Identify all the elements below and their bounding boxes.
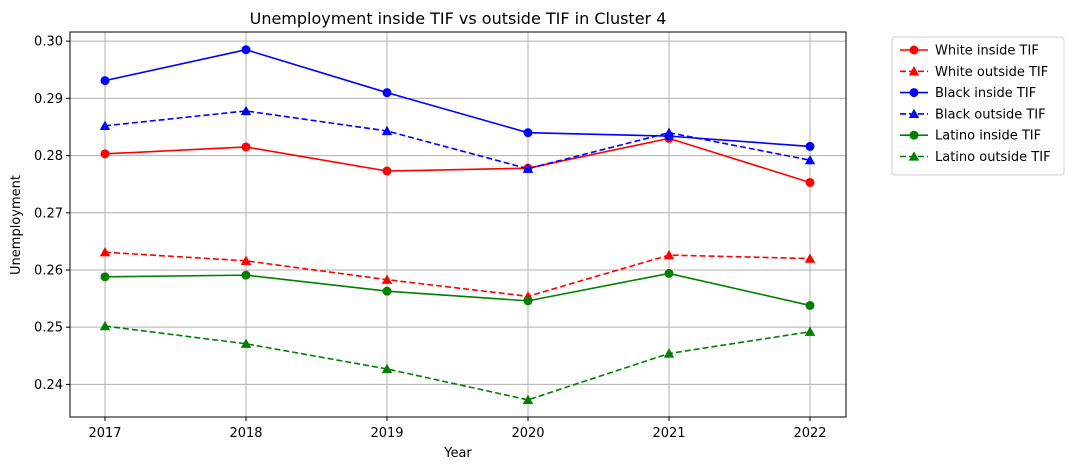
y-tick-label: 0.24 — [34, 378, 63, 393]
legend-label: Black inside TIF — [935, 86, 1036, 101]
y-tick-label: 0.26 — [34, 263, 63, 278]
x-axis-label: Year — [443, 446, 472, 461]
legend-item: Black inside TIF — [900, 86, 1036, 101]
data-point — [240, 255, 252, 265]
data-point — [804, 253, 816, 263]
data-point — [522, 163, 534, 173]
series-line — [104, 251, 811, 298]
y-tick-label: 0.29 — [34, 92, 63, 107]
y-tick-label: 0.30 — [34, 35, 63, 50]
legend-item: White outside TIF — [900, 65, 1048, 80]
legend-label: White outside TIF — [935, 65, 1048, 80]
data-point — [522, 394, 534, 404]
x-tick-label: 2018 — [229, 426, 262, 441]
legend-box — [891, 36, 1065, 176]
data-point — [381, 363, 393, 374]
data-point — [523, 128, 533, 138]
data-point — [100, 272, 110, 282]
series-5 — [99, 320, 816, 404]
data-point — [663, 127, 675, 137]
data-point — [382, 88, 392, 98]
data-point — [663, 249, 675, 260]
legend-marker — [909, 88, 919, 98]
legend-marker — [908, 108, 920, 119]
legend-label: Latino inside TIF — [935, 129, 1041, 144]
data-point — [804, 154, 816, 165]
data-point — [240, 105, 252, 116]
y-tick-label: 0.27 — [34, 206, 63, 221]
legend-label: White inside TIF — [935, 44, 1039, 59]
y-axis: 0.24 0.25 0.26 0.27 0.28 0.29 0.30 — [34, 35, 70, 393]
data-point — [241, 270, 251, 280]
data-point — [805, 141, 815, 151]
x-axis: 2017 2018 2019 2020 2021 2022 — [88, 417, 827, 441]
data-point — [663, 348, 675, 358]
data-point — [805, 300, 815, 310]
x-tick-label: 2022 — [793, 426, 826, 441]
series-1 — [99, 247, 816, 301]
data-point — [240, 338, 252, 348]
legend-label: Latino outside TIF — [935, 150, 1051, 165]
data-point — [382, 286, 392, 296]
data-point — [99, 120, 111, 130]
x-tick-label: 2021 — [652, 426, 685, 441]
x-tick-label: 2017 — [88, 426, 121, 441]
data-point — [241, 45, 251, 55]
data-point — [804, 326, 816, 336]
x-tick-label: 2020 — [511, 426, 544, 441]
legend-item: Latino inside TIF — [900, 129, 1041, 144]
series-4 — [100, 268, 815, 310]
legend-label: Black outside TIF — [935, 107, 1046, 122]
data-point — [805, 177, 815, 187]
data-point — [99, 320, 111, 331]
data-point — [381, 274, 393, 284]
y-tick-label: 0.28 — [34, 149, 63, 164]
data-point — [523, 296, 533, 306]
series-layer — [99, 45, 816, 404]
data-point — [381, 125, 393, 136]
data-point — [100, 149, 110, 159]
legend-marker — [908, 66, 920, 76]
legend: White inside TIF White outside TIF Black i… — [891, 36, 1065, 176]
series-line — [104, 110, 811, 170]
legend-marker — [909, 130, 919, 140]
data-point — [100, 76, 110, 86]
data-point — [241, 142, 251, 152]
series-line — [104, 325, 811, 401]
data-point — [382, 166, 392, 176]
x-tick-label: 2019 — [370, 426, 403, 441]
legend-item: Black outside TIF — [900, 107, 1046, 122]
legend-item: White inside TIF — [900, 44, 1039, 59]
series-line — [104, 137, 811, 184]
plot-frame — [69, 31, 847, 418]
data-point — [99, 247, 111, 257]
y-axis-label: Unemployment — [9, 175, 24, 275]
chart-title: Unemployment inside TIF vs outside TIF i… — [250, 9, 667, 28]
legend-marker — [909, 45, 919, 55]
series-3 — [99, 105, 816, 173]
legend-item: Latino outside TIF — [900, 150, 1051, 165]
legend-marker — [908, 151, 920, 161]
series-line — [104, 272, 811, 307]
grid — [70, 32, 846, 417]
series-0 — [100, 133, 815, 187]
y-tick-label: 0.25 — [34, 321, 63, 336]
data-point — [664, 268, 674, 278]
